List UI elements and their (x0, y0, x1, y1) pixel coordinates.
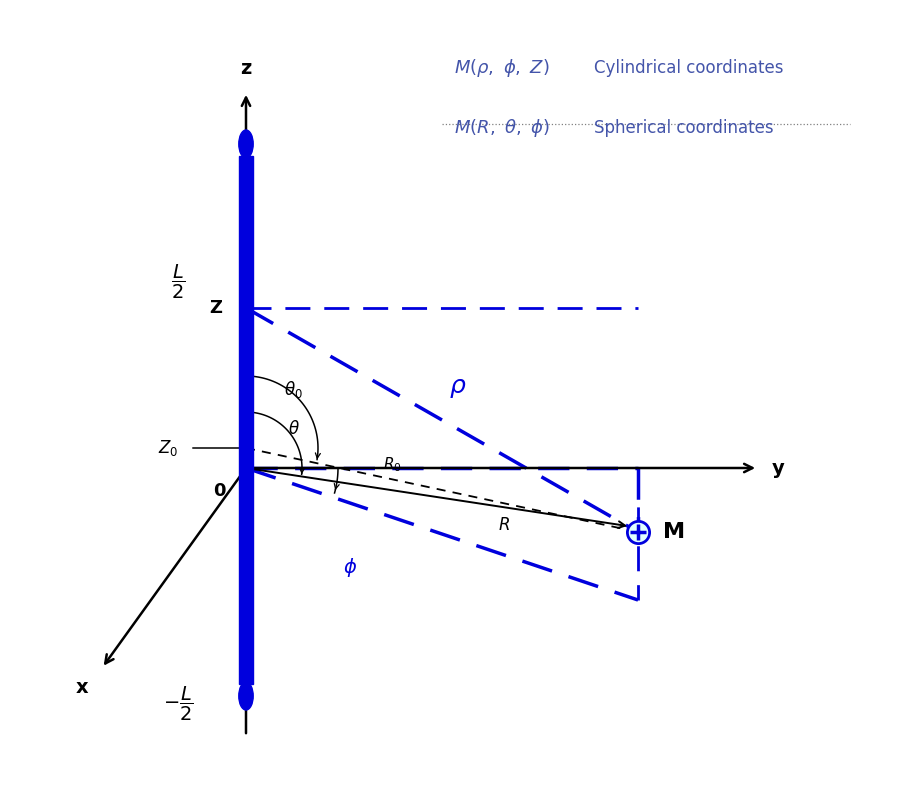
Text: Spherical coordinates: Spherical coordinates (594, 119, 774, 137)
Text: $Z_0$: $Z_0$ (158, 438, 178, 458)
Text: Z: Z (209, 299, 222, 317)
Text: $\theta_0$: $\theta_0$ (284, 379, 303, 400)
Text: $\dfrac{L}{2}$: $\dfrac{L}{2}$ (171, 263, 185, 301)
Text: $M(R,\ \theta,\ \phi)$: $M(R,\ \theta,\ \phi)$ (454, 117, 550, 139)
Text: $R$: $R$ (498, 516, 510, 534)
Text: z: z (240, 59, 252, 78)
Ellipse shape (238, 130, 253, 158)
Text: $M(\rho,\ \phi,\ Z)$: $M(\rho,\ \phi,\ Z)$ (454, 57, 550, 79)
Text: $\mathbf{M}$: $\mathbf{M}$ (662, 522, 684, 542)
Text: Cylindrical coordinates: Cylindrical coordinates (594, 59, 784, 77)
Text: $R_0$: $R_0$ (383, 455, 402, 474)
Text: $-\dfrac{L}{2}$: $-\dfrac{L}{2}$ (163, 685, 194, 723)
Text: $\theta$: $\theta$ (288, 419, 300, 438)
Ellipse shape (238, 682, 253, 710)
Text: $\rho$: $\rho$ (449, 376, 467, 400)
Text: y: y (771, 458, 785, 478)
Bar (238, 156, 253, 684)
Text: $\phi$: $\phi$ (343, 556, 357, 579)
Text: 0: 0 (213, 482, 226, 501)
Text: x: x (76, 678, 88, 698)
